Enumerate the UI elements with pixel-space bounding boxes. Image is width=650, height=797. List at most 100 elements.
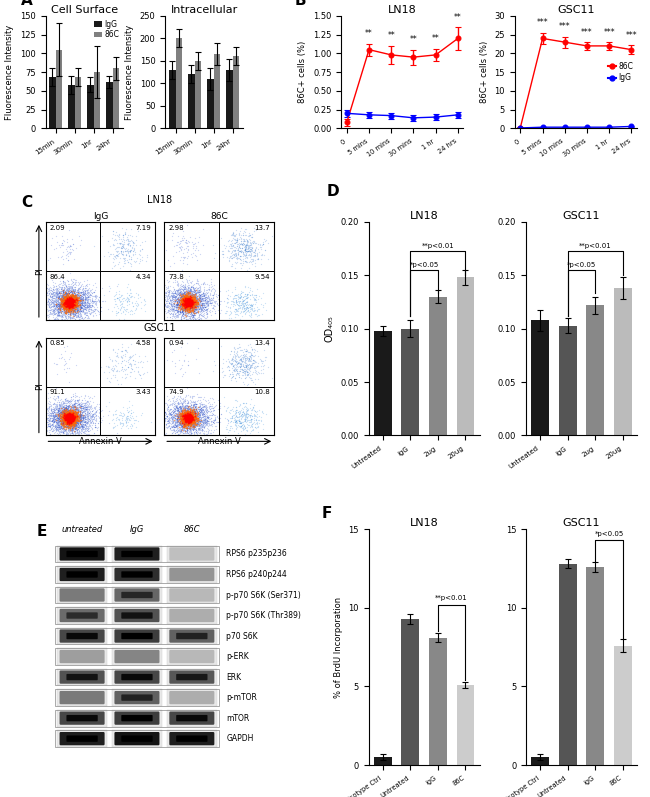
Point <box>77 420 88 433</box>
Point <box>180 303 190 316</box>
Point <box>177 296 187 308</box>
Point <box>53 296 63 308</box>
Point <box>183 413 193 426</box>
Point <box>79 299 90 312</box>
Point <box>71 406 81 418</box>
Point <box>181 413 191 426</box>
Point <box>65 294 75 307</box>
Point <box>166 302 177 315</box>
Point <box>194 412 205 425</box>
Point <box>67 412 77 425</box>
Point <box>207 292 218 304</box>
Point <box>194 397 205 410</box>
Point <box>176 402 187 414</box>
Point <box>69 395 79 408</box>
Point <box>88 412 98 425</box>
Point <box>187 300 197 312</box>
Point <box>202 410 212 423</box>
Bar <box>233 57 239 128</box>
Point <box>62 412 73 425</box>
Point <box>44 398 55 410</box>
Point <box>188 289 199 302</box>
Point <box>43 294 53 307</box>
Point <box>62 294 72 307</box>
Point <box>62 413 73 426</box>
Point <box>47 415 57 428</box>
Point <box>52 399 62 412</box>
Point <box>179 404 189 417</box>
Bar <box>112 669 162 685</box>
Point <box>183 243 193 256</box>
Point <box>176 413 187 426</box>
Point <box>172 414 183 426</box>
Point <box>71 276 81 289</box>
Point <box>58 291 68 304</box>
Point <box>183 297 193 310</box>
Point <box>78 413 88 426</box>
Point <box>162 402 172 415</box>
Point <box>58 412 68 425</box>
Point <box>60 418 70 430</box>
Point <box>60 293 70 306</box>
Title: GSC11: GSC11 <box>563 211 601 222</box>
Point <box>182 298 192 311</box>
Point <box>172 402 182 414</box>
Point <box>205 306 216 319</box>
Point <box>187 412 197 425</box>
Point <box>60 412 71 425</box>
Point <box>67 300 77 312</box>
Point <box>53 419 64 432</box>
Point <box>58 397 68 410</box>
Point <box>231 394 241 406</box>
Point <box>58 293 68 306</box>
Point <box>177 405 188 418</box>
Point <box>81 279 91 292</box>
Point <box>70 396 80 409</box>
Point <box>85 402 96 414</box>
Point <box>61 298 72 311</box>
Point <box>235 249 246 262</box>
Point <box>172 275 182 288</box>
Point <box>78 410 88 423</box>
Point <box>183 406 194 419</box>
Point <box>171 291 181 304</box>
Point <box>238 357 248 370</box>
Point <box>83 409 94 422</box>
Point <box>180 410 190 422</box>
Point <box>68 298 78 311</box>
Point <box>236 410 246 422</box>
Point <box>62 300 73 312</box>
Point <box>92 293 103 306</box>
Point <box>246 244 256 257</box>
Point <box>53 412 63 425</box>
Point <box>181 296 191 308</box>
Point <box>59 415 70 428</box>
Point <box>244 245 255 257</box>
Point <box>178 428 188 441</box>
Point <box>60 302 70 315</box>
Point <box>74 423 85 436</box>
Point <box>67 418 77 430</box>
Point <box>48 299 58 312</box>
Point <box>66 291 76 304</box>
Point <box>85 293 96 306</box>
Point <box>176 406 187 418</box>
Point <box>50 298 60 311</box>
Point <box>73 305 84 318</box>
Point <box>77 400 87 413</box>
Point <box>181 412 191 425</box>
Point <box>51 423 62 436</box>
Point <box>199 299 209 312</box>
Point <box>178 281 188 293</box>
Point <box>58 414 68 427</box>
Point <box>66 300 76 312</box>
Point <box>86 409 96 422</box>
Point <box>179 422 190 434</box>
Point <box>68 296 79 309</box>
Point <box>59 295 70 308</box>
Point <box>57 410 68 422</box>
Point <box>80 311 90 324</box>
Point <box>190 406 200 418</box>
Point <box>47 296 58 308</box>
Point <box>187 410 197 422</box>
